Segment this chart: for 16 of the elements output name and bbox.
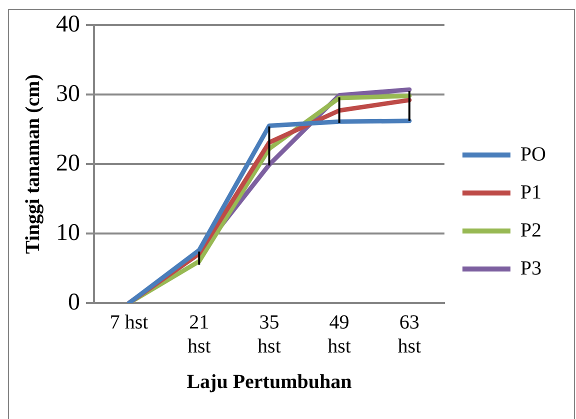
x-tick-label: 63 hst <box>398 311 422 358</box>
y-tick-label: 30 <box>56 80 80 107</box>
y-tick-label: 10 <box>56 220 80 246</box>
legend-label: P3 <box>520 257 542 280</box>
y-tick-label: 20 <box>56 150 80 176</box>
y-tick-label: 0 <box>68 289 80 316</box>
y-axis-title: Tinggi tanaman (cm) <box>22 74 44 254</box>
y-tick-label: 40 <box>56 11 80 38</box>
x-tick-label: 7 hst <box>110 311 149 334</box>
x-tick-label: 35 hst <box>258 311 282 358</box>
legend-label: PO <box>520 143 546 166</box>
x-tick-label: 21 hst <box>187 311 212 358</box>
x-tick-label: 49 hst <box>328 311 352 358</box>
legend-label: P1 <box>520 181 542 204</box>
legend-label: P2 <box>520 219 542 242</box>
x-axis-title: Laju Pertumbuhan <box>186 371 352 394</box>
